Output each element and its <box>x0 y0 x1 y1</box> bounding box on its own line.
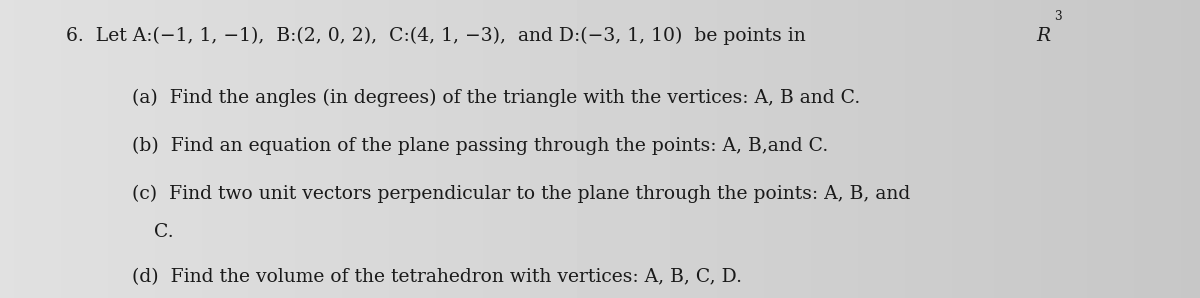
Text: 3: 3 <box>1055 10 1062 23</box>
Text: C.: C. <box>154 224 173 241</box>
Text: (b)  Find an equation of the plane passing through the points: A, B,and C.: (b) Find an equation of the plane passin… <box>132 137 828 155</box>
Text: R: R <box>1036 27 1050 45</box>
Text: (d)  Find the volume of the tetrahedron with vertices: A, B, C, D.: (d) Find the volume of the tetrahedron w… <box>132 268 742 286</box>
Text: (c)  Find two unit vectors perpendicular to the plane through the points: A, B, : (c) Find two unit vectors perpendicular … <box>132 184 911 203</box>
Text: 6.  Let A:(−1, 1, −1),  B:(2, 0, 2),  C:(4, 1, −3),  and D:(−3, 1, 10)  be point: 6. Let A:(−1, 1, −1), B:(2, 0, 2), C:(4,… <box>66 27 817 45</box>
Text: (a)  Find the angles (in degrees) of the triangle with the vertices: A, B and C.: (a) Find the angles (in degrees) of the … <box>132 89 860 108</box>
